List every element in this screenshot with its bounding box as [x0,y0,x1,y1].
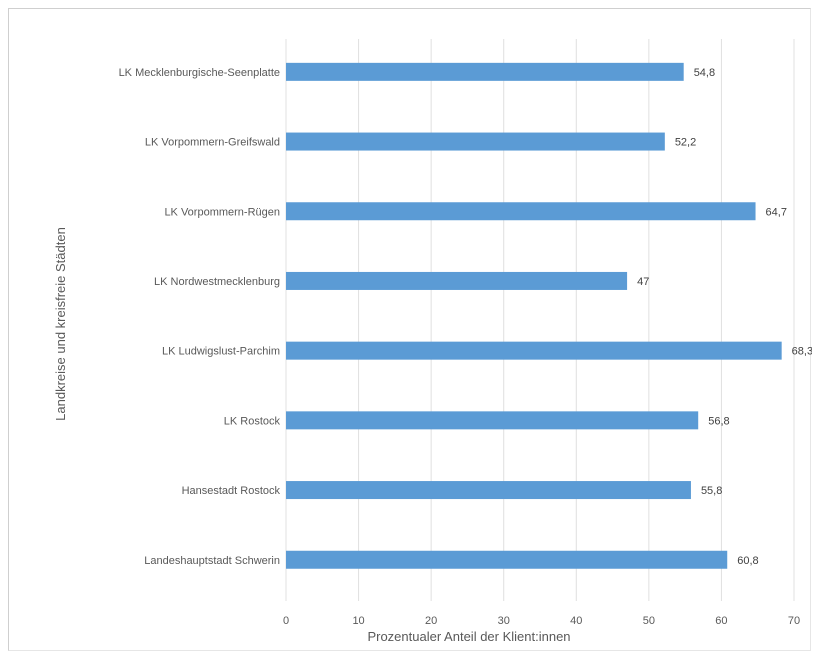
x-tick-label: 50 [643,615,655,627]
bars [286,62,782,569]
bar [286,341,782,360]
value-label: 60,8 [737,555,758,567]
x-tick-label: 10 [352,615,364,627]
bar [286,550,728,569]
x-tick-label: 20 [425,615,437,627]
category-labels: LK Mecklenburgische-Seenplatte LK Vorpomm… [119,67,281,567]
category-label: Landeshauptstadt Schwerin [144,555,280,567]
value-label: 47 [637,276,649,288]
x-tick-label: 0 [283,615,289,627]
chart-frame: LK Mecklenburgische-Seenplatte LK Vorpomm… [8,8,812,651]
bar [286,271,628,290]
value-labels: 54,8 52,2 64,7 47 68,3 56,8 55,8 60,8 [637,67,812,567]
value-label: 52,2 [675,137,696,149]
bar [286,481,691,500]
category-label: LK Mecklenburgische-Seenplatte [119,67,280,79]
x-axis-title: Prozentualer Anteil der Klient:innen [367,629,570,644]
y-axis-title: Landkreise und kreisfreie Städten [53,227,68,421]
x-tick-label: 70 [788,615,800,627]
x-tick-label: 60 [715,615,727,627]
value-label: 56,8 [708,415,729,427]
category-label: Hansestadt Rostock [182,485,281,497]
bar [286,132,665,151]
value-label: 68,3 [792,346,812,358]
gridlines [285,39,795,601]
value-label: 54,8 [694,67,715,79]
category-label: LK Vorpommern-Rügen [164,206,280,218]
category-label: LK Vorpommern-Greifswald [145,137,280,149]
x-tick-label: 40 [570,615,582,627]
category-label: LK Ludwigslust-Parchim [162,346,280,358]
category-label: LK Rostock [224,415,281,427]
bar-chart: LK Mecklenburgische-Seenplatte LK Vorpomm… [53,39,812,644]
bar [286,411,699,430]
value-label: 55,8 [701,485,722,497]
category-label: LK Nordwestmecklenburg [154,276,280,288]
bar [286,202,756,221]
bar [286,62,684,81]
x-tick-labels: 0 10 20 30 40 50 60 70 [283,615,800,627]
x-tick-label: 30 [498,615,510,627]
value-label: 64,7 [766,206,787,218]
